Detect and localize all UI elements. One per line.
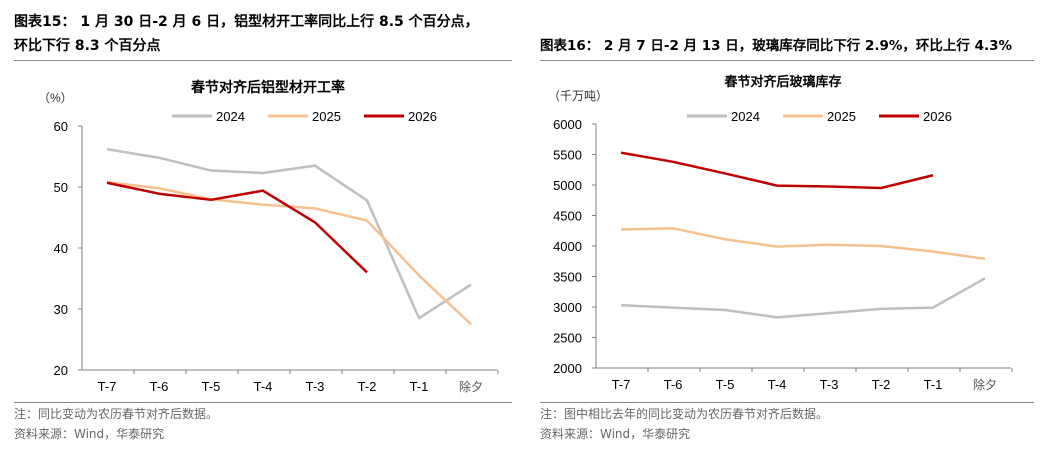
y-tick-label: 30: [54, 302, 68, 317]
legend-label-2024: 2024: [216, 109, 245, 124]
left-header-line1: 图表15： 1 月 30 日-2 月 6 日，铝型材开工率同比上行 8.5 个百…: [14, 14, 479, 30]
right-note: 注：图中相比去年的同比变动为农历春节对齐后数据。: [540, 407, 829, 421]
chart-title: 春节对齐后玻璃库存: [723, 74, 841, 89]
series-line-2026: [620, 151, 934, 190]
x-tick-label: T-2: [358, 379, 377, 394]
y-tick-label: 4500: [553, 209, 582, 224]
series-line-2024: [620, 277, 986, 319]
y-tick-label: 60: [54, 119, 68, 134]
x-tick-label: T-4: [768, 377, 787, 392]
left-note-divider: [14, 402, 512, 403]
x-tick-label: 除夕: [459, 379, 483, 394]
series-line-2026: [106, 181, 368, 274]
y-tick-label: 2000: [553, 361, 582, 376]
series-line-2025: [620, 227, 986, 261]
x-tick-label: T-6: [664, 377, 683, 392]
left-header-line2: 环比下行 8.3 个百分点: [14, 38, 161, 54]
right-divider: [540, 60, 1034, 61]
right-note-divider: [540, 402, 1034, 403]
y-tick-label: 3000: [553, 300, 582, 315]
y-axis-unit: （千万吨）: [548, 89, 608, 103]
x-tick-label: T-5: [202, 379, 221, 394]
chart-title: 春节对齐后铝型材开工率: [190, 79, 345, 95]
y-tick-label: 20: [54, 363, 68, 378]
y-tick-label: 4000: [553, 239, 582, 254]
x-tick-label: T-1: [924, 377, 943, 392]
x-tick-label: T-7: [98, 379, 117, 394]
legend-label-2025: 2025: [827, 109, 856, 124]
right-source: 资料来源：Wind，华泰研究: [540, 427, 691, 441]
left-note: 注：同比变动为农历春节对齐后数据。: [14, 407, 219, 421]
y-tick-label: 50: [54, 180, 68, 195]
left-source: 资料来源：Wind，华泰研究: [14, 427, 165, 441]
x-tick-label: T-7: [612, 377, 631, 392]
y-tick-label: 40: [54, 241, 68, 256]
x-tick-label: T-3: [306, 379, 325, 394]
x-tick-label: T-2: [872, 377, 891, 392]
series-line-2025: [106, 180, 472, 326]
series-line-2024: [106, 147, 472, 320]
right-header: 图表16： 2 月 7 日-2 月 13 日，玻璃库存同比下行 2.9%，环比上…: [540, 38, 1013, 54]
legend-label-2026: 2026: [923, 109, 952, 124]
legend-label-2024: 2024: [731, 109, 760, 124]
y-axis-unit: （%）: [38, 91, 73, 105]
y-tick-label: 5000: [553, 178, 582, 193]
x-tick-label: T-4: [254, 379, 273, 394]
y-tick-label: 5500: [553, 148, 582, 163]
x-tick-label: T-6: [150, 379, 169, 394]
y-tick-label: 3500: [553, 270, 582, 285]
legend-label-2026: 2026: [408, 109, 437, 124]
y-tick-label: 6000: [553, 117, 582, 132]
left-divider: [14, 60, 512, 61]
y-tick-label: 2500: [553, 331, 582, 346]
x-tick-label: T-1: [410, 379, 429, 394]
x-tick-label: 除夕: [973, 377, 997, 392]
x-tick-label: T-3: [820, 377, 839, 392]
legend-label-2025: 2025: [312, 109, 341, 124]
x-tick-label: T-5: [716, 377, 735, 392]
